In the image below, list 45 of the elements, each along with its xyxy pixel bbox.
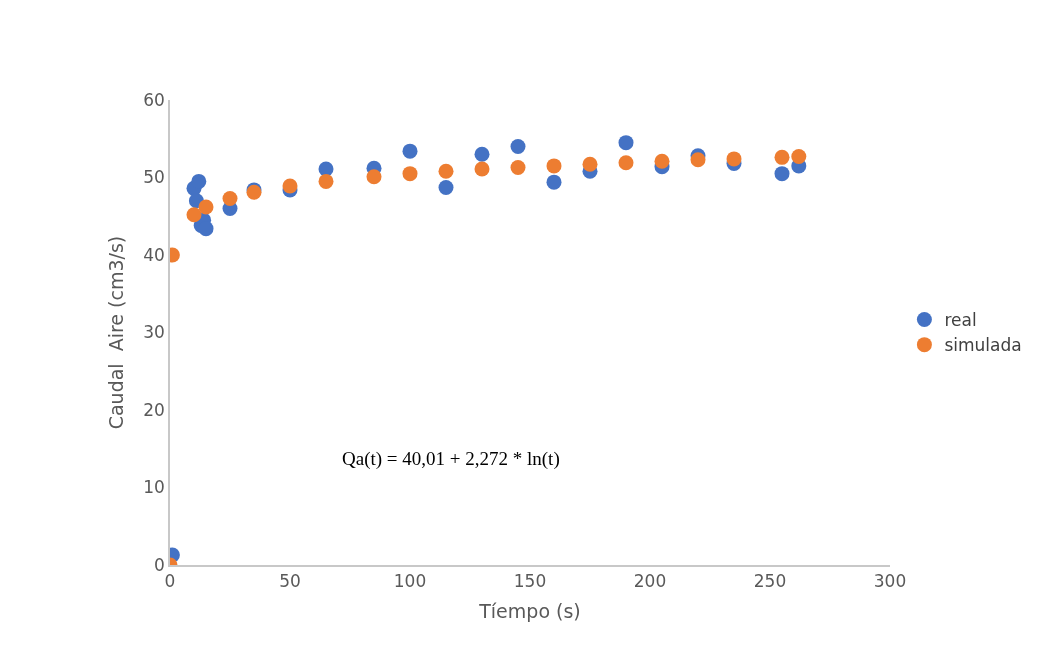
y-tick-label: 50	[143, 167, 165, 188]
point	[474, 146, 490, 162]
point	[618, 135, 634, 151]
point	[510, 159, 526, 175]
y-tick-label: 10	[143, 477, 165, 498]
point	[186, 207, 202, 223]
point	[582, 156, 598, 172]
point	[198, 221, 214, 237]
y-tick-label: 40	[143, 244, 165, 265]
x-axis-title: Tíempo (s)	[478, 600, 581, 623]
point	[546, 174, 562, 190]
point	[438, 180, 454, 196]
point	[654, 153, 670, 169]
point	[402, 166, 418, 182]
point	[774, 149, 790, 165]
point	[690, 152, 706, 168]
x-tick-label: 150	[513, 571, 547, 592]
annotation: Qa(t) = 40,01 + 2,272 * ln(t)	[342, 448, 560, 470]
point	[318, 173, 334, 189]
point	[474, 161, 490, 177]
x-tick-label: 300	[873, 571, 907, 592]
point	[402, 143, 418, 159]
point	[510, 139, 526, 154]
x-tick-label: 100	[393, 571, 427, 592]
legend-label: simulada	[944, 335, 1022, 356]
point	[198, 199, 214, 215]
point	[222, 190, 238, 206]
point	[546, 158, 562, 174]
point	[366, 169, 382, 185]
point	[791, 149, 807, 165]
y-tick-label: 20	[143, 399, 165, 420]
y-tick-label: 60	[143, 89, 165, 110]
point	[191, 173, 207, 189]
y-tick-label: 0	[154, 554, 165, 575]
point	[726, 151, 742, 167]
point	[774, 166, 790, 182]
point	[438, 163, 454, 179]
x-tick-label: 200	[633, 571, 667, 592]
x-tick-label: 250	[753, 571, 787, 592]
legend-label: real	[944, 310, 977, 331]
x-tick-label: 50	[279, 571, 301, 592]
point	[618, 155, 634, 171]
point	[282, 178, 298, 194]
y-tick-label: 30	[143, 322, 165, 343]
y-axis-title: Caudal Aire (cm3/s)	[104, 235, 127, 430]
